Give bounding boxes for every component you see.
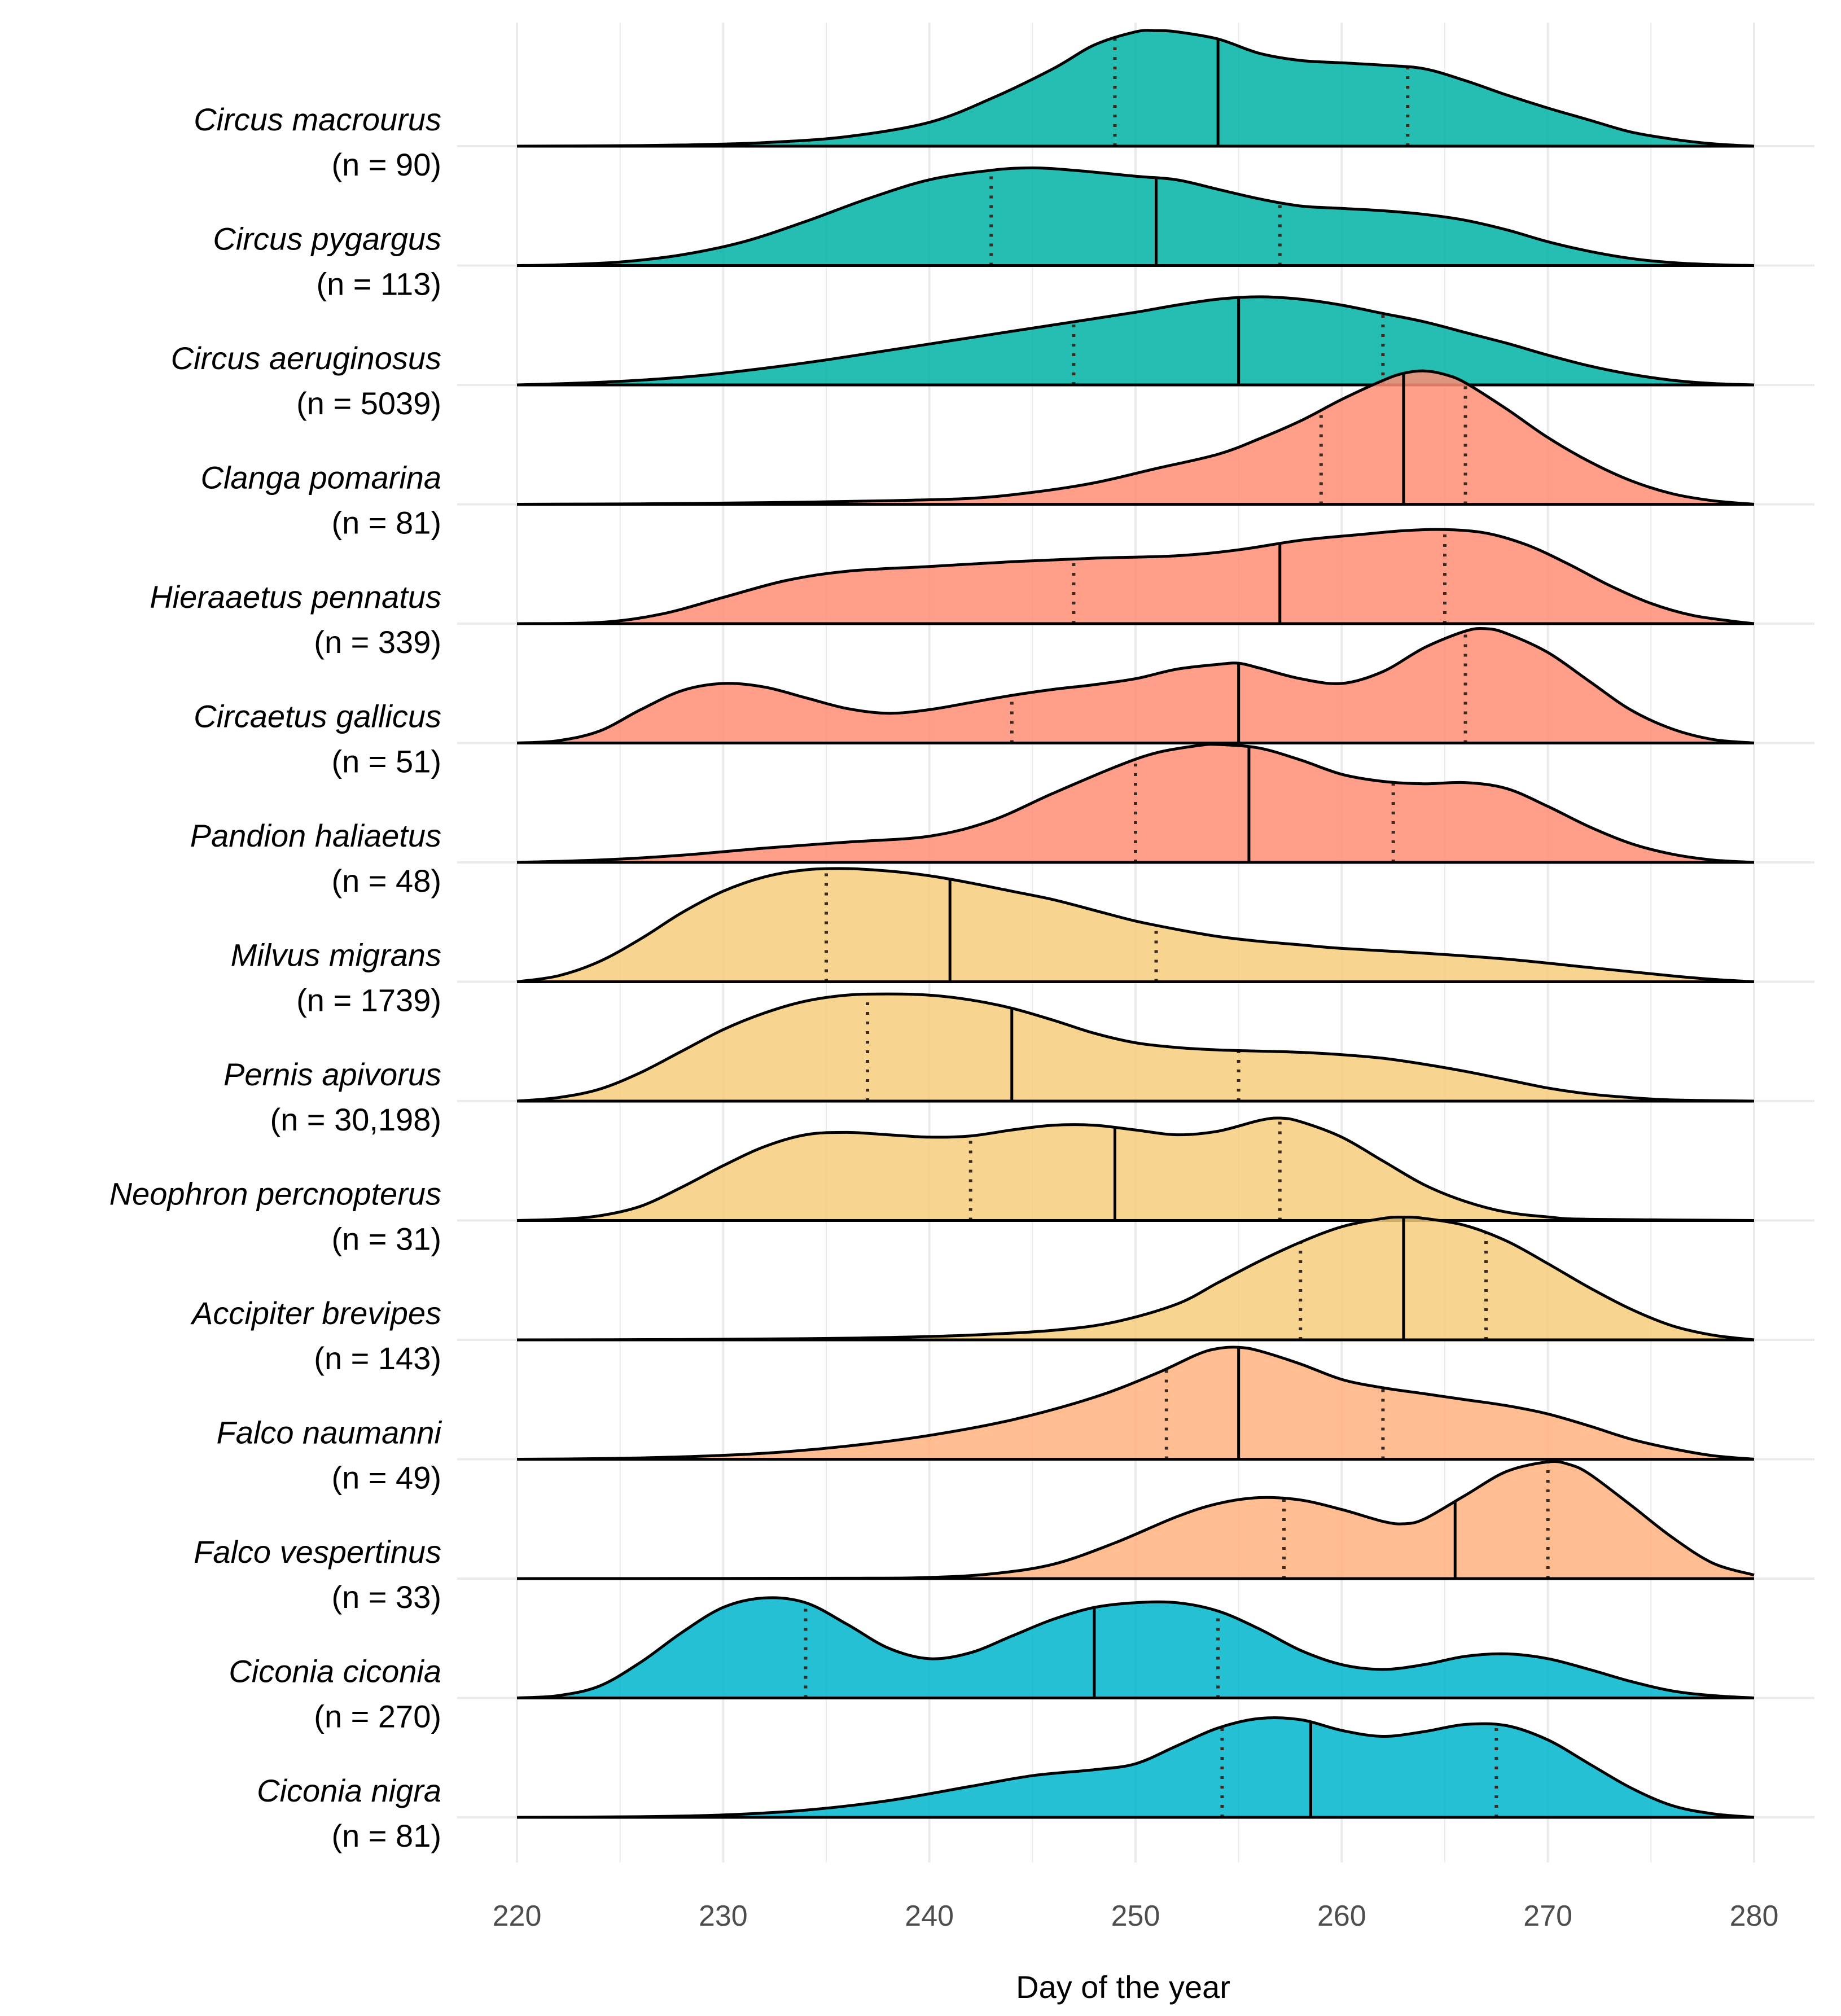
ridge-clanga-pomarina	[516, 369, 1755, 506]
species-name-label: Falco vespertinus	[194, 1534, 441, 1570]
species-name-label: Clanga pomarina	[201, 460, 441, 496]
ridge-fill	[517, 994, 1754, 1101]
species-name-label: Ciconia ciconia	[229, 1654, 441, 1689]
ridge-circus-pygargus	[516, 166, 1755, 267]
sample-size-label: (n = 30,198)	[270, 1102, 441, 1137]
species-name-label: Neophron percnopterus	[109, 1176, 441, 1212]
x-tick-label: 240	[905, 1900, 954, 1932]
ridge-fill	[517, 1597, 1754, 1698]
ridge-fill	[517, 1347, 1754, 1460]
ridge-outline	[516, 369, 1755, 506]
ridge-fill	[517, 529, 1754, 624]
ridge-ciconia-ciconia	[516, 1596, 1755, 1699]
ridge-outline	[516, 166, 1755, 267]
x-tick-label: 230	[699, 1900, 748, 1932]
sample-size-label: (n = 81)	[331, 505, 441, 541]
x-tick-label: 280	[1730, 1900, 1779, 1932]
ridge-fill	[517, 371, 1754, 505]
ridge-ciconia-nigra	[516, 1716, 1755, 1819]
sample-size-label: (n = 1739)	[296, 983, 441, 1018]
ridge-pernis-apivorus	[516, 992, 1755, 1103]
ridge-outline	[516, 626, 1755, 744]
sample-size-label: (n = 31)	[331, 1221, 441, 1257]
sample-size-label: (n = 143)	[314, 1340, 441, 1376]
species-name-label: Circus macrourus	[194, 102, 441, 137]
species-labels: Circus macrourus (n = 90) Circus pygargus (…	[109, 102, 442, 1853]
ridge-outline	[516, 1216, 1755, 1342]
species-name-label: Ciconia nigra	[257, 1773, 441, 1808]
ridge-fill	[517, 868, 1754, 982]
ridge-outline	[516, 1346, 1755, 1461]
x-axis-ticks: 220 230 240 250 260 270 280	[493, 1900, 1779, 1932]
ridge-falco-naumanni	[516, 1346, 1755, 1461]
ridge-neophron-percnopterus	[516, 1116, 1755, 1222]
sample-size-label: (n = 49)	[331, 1460, 441, 1496]
ridge-fill	[517, 628, 1754, 743]
ridge-fill	[517, 1461, 1754, 1579]
species-name-label: Circus aeruginosus	[171, 340, 441, 376]
sample-size-label: (n = 113)	[316, 266, 441, 302]
sample-size-label: (n = 81)	[331, 1818, 441, 1853]
ridge-layer	[516, 29, 1755, 1819]
x-tick-label: 260	[1317, 1900, 1366, 1932]
species-name-label: Circus pygargus	[213, 221, 441, 257]
x-tick-label: 270	[1523, 1900, 1572, 1932]
species-name-label: Milvus migrans	[231, 937, 441, 973]
species-name-label: Circaetus gallicus	[194, 699, 441, 734]
species-name-label: Pernis apivorus	[223, 1057, 441, 1092]
ridge-outline	[516, 1596, 1755, 1699]
ridge-outline	[516, 1460, 1755, 1580]
sample-size-label: (n = 90)	[331, 147, 441, 182]
ridge-falco-vespertinus	[516, 1460, 1755, 1580]
x-tick-label: 220	[493, 1900, 542, 1932]
ridge-hieraaetus-pennatus	[516, 528, 1755, 625]
species-name-label: Falco naumanni	[217, 1415, 442, 1450]
ridge-outline	[516, 1116, 1755, 1222]
ridge-outline	[516, 528, 1755, 625]
ridge-circus-aeruginosus	[516, 295, 1755, 387]
ridge-fill	[517, 1717, 1754, 1817]
sample-size-label: (n = 33)	[331, 1579, 441, 1615]
ridge-pandion-haliaetus	[516, 743, 1755, 864]
ridge-outline	[516, 295, 1755, 387]
sample-size-label: (n = 339)	[314, 624, 441, 660]
x-tick-label: 250	[1111, 1900, 1160, 1932]
sample-size-label: (n = 5039)	[296, 385, 441, 421]
ridge-circus-macrourus	[516, 29, 1755, 148]
ridge-accipiter-brevipes	[516, 1216, 1755, 1342]
ridge-circaetus-gallicus	[516, 626, 1755, 744]
species-name-label: Pandion haliaetus	[190, 818, 441, 853]
ridge-outline	[516, 743, 1755, 864]
species-name-label: Hieraaetus pennatus	[150, 579, 441, 615]
ridge-outline	[516, 1716, 1755, 1819]
species-name-label: Accipiter brevipes	[190, 1295, 441, 1331]
x-axis-title: Day of the year	[1016, 1969, 1230, 2005]
sample-size-label: (n = 270)	[314, 1699, 441, 1734]
ridge-fill	[517, 1217, 1754, 1340]
ridge-fill	[517, 296, 1754, 385]
ridge-outline	[516, 29, 1755, 148]
ridge-outline	[516, 992, 1755, 1103]
ridge-fill	[517, 30, 1754, 147]
sample-size-label: (n = 51)	[331, 744, 441, 779]
ridge-fill	[517, 168, 1754, 266]
ridge-outline	[516, 867, 1755, 983]
sample-size-label: (n = 48)	[331, 863, 441, 899]
ridge-milvus-migrans	[516, 867, 1755, 983]
